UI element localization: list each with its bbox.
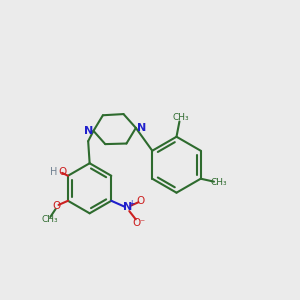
Text: O: O	[59, 167, 67, 177]
Text: N: N	[83, 126, 93, 136]
Text: +: +	[128, 199, 135, 208]
Text: O: O	[136, 196, 145, 206]
Text: O: O	[52, 201, 60, 211]
Text: N: N	[123, 202, 132, 212]
Text: H: H	[50, 167, 57, 177]
Text: CH₃: CH₃	[42, 215, 58, 224]
Text: CH₃: CH₃	[172, 113, 189, 122]
Text: ⁻: ⁻	[139, 218, 144, 228]
Text: O: O	[133, 218, 141, 228]
Text: CH₃: CH₃	[211, 178, 228, 187]
Text: N: N	[136, 123, 146, 133]
